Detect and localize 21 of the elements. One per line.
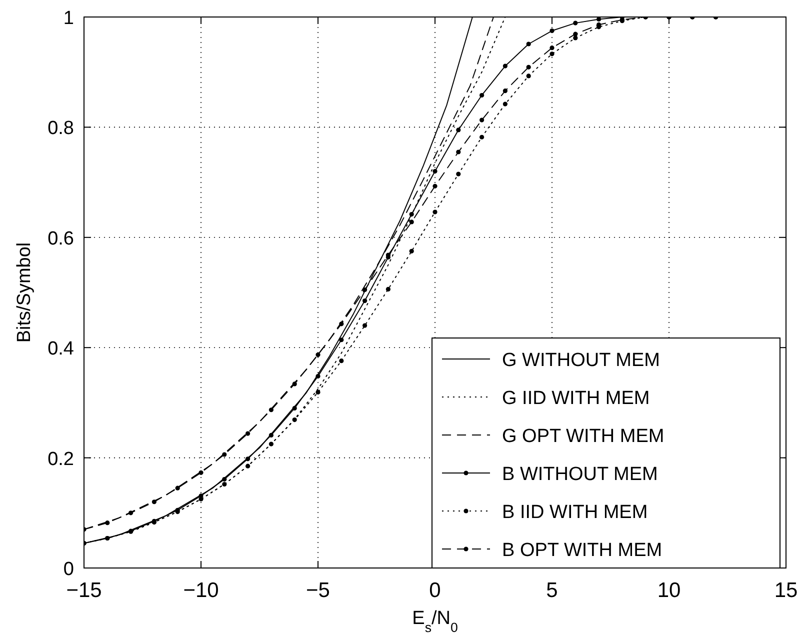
x-tick-label: 15: [774, 579, 798, 602]
y-tick-label: 0.2: [48, 448, 74, 470]
y-tick-label: 0.6: [48, 228, 74, 250]
legend-label: B OPT WITH MEM: [502, 540, 662, 561]
x-tick-label: −10: [183, 579, 219, 602]
x-tick-label: 10: [657, 579, 681, 602]
x-tick-label: −15: [66, 579, 102, 602]
y-tick-label: 0.8: [48, 118, 74, 140]
legend-label: B IID WITH MEM: [502, 502, 648, 523]
y-tick-label: 0: [63, 559, 74, 580]
legend-label: B WITHOUT MEM: [502, 464, 658, 485]
y-tick-label: 0.4: [48, 338, 74, 360]
y-tick-label: 1: [63, 8, 74, 29]
legend-label: G WITHOUT MEM: [502, 350, 660, 371]
x-tick-label: 5: [546, 579, 558, 602]
y-axis-title: Bits/Symbol: [14, 242, 35, 343]
x-tick-label: 0: [429, 579, 441, 602]
legend-label: G OPT WITH MEM: [502, 426, 664, 447]
legend-label: G IID WITH MEM: [502, 388, 650, 409]
x-tick-label: −5: [306, 579, 330, 602]
x-axis-title: E$_{s}$/N$_{0}$: [412, 608, 458, 634]
